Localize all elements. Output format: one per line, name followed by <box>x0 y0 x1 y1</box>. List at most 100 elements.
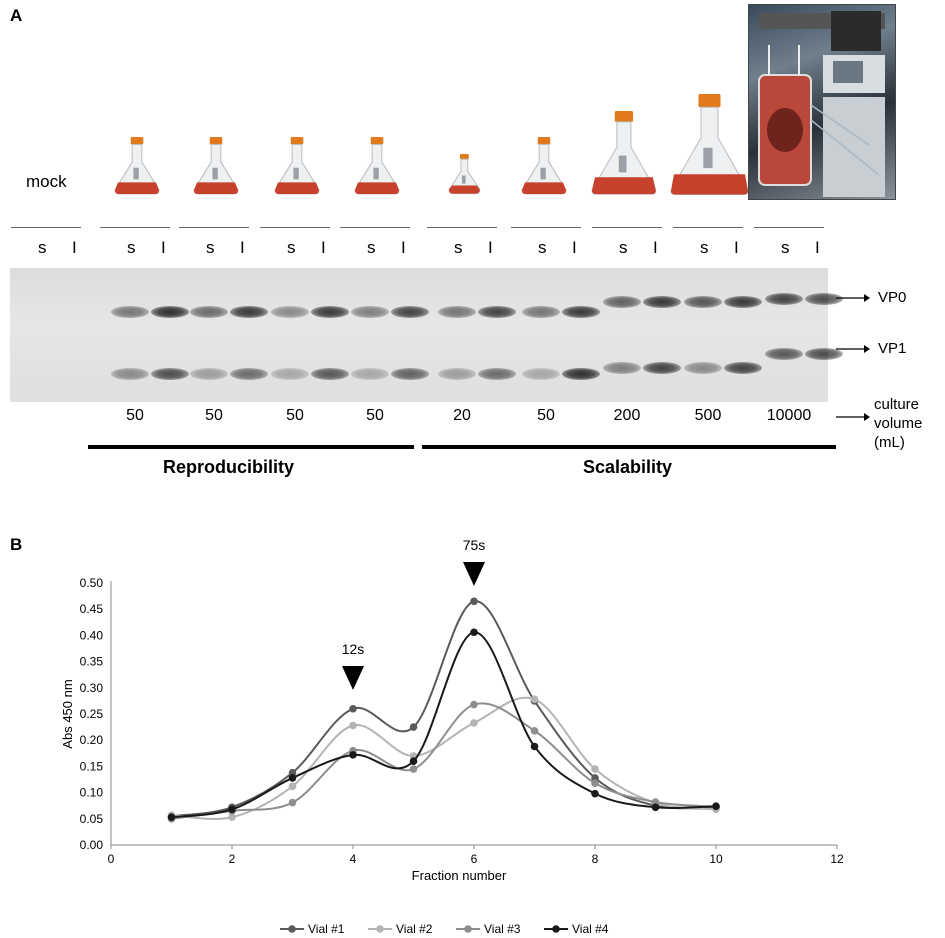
flask-icon <box>114 137 160 195</box>
western-blot <box>10 268 843 402</box>
culture-volume-value: 20 <box>453 407 471 424</box>
x-tick-label: 6 <box>471 852 478 866</box>
data-point <box>167 813 176 822</box>
blot-band <box>151 306 189 318</box>
y-axis-label: Abs 450 nm <box>60 679 75 748</box>
x-tick-label: 4 <box>350 852 357 866</box>
x-tick-label: 0 <box>108 852 115 866</box>
flask-icon <box>274 137 320 195</box>
blot-band <box>603 296 641 308</box>
reproducibility-bar <box>88 445 414 449</box>
lane-group-line <box>592 227 662 228</box>
blot-band <box>478 368 516 380</box>
data-point <box>288 782 297 791</box>
mock-label: mock <box>26 172 67 191</box>
lane-l-label: I <box>321 238 326 257</box>
x-tick-label: 8 <box>592 852 599 866</box>
data-point <box>591 789 599 798</box>
data-point <box>288 798 297 807</box>
blot-band <box>391 306 429 318</box>
panel-a-letter: A <box>10 6 23 25</box>
scalability-label: Scalability <box>583 457 673 477</box>
lane-l-label: I <box>653 238 658 257</box>
lane-s-label: s <box>454 238 463 257</box>
blot-band <box>684 296 722 308</box>
blot-band <box>643 296 681 308</box>
x-tick-label: 12 <box>830 852 844 866</box>
blot-band <box>111 368 149 380</box>
culture-volume-label: culture volume (mL) <box>874 395 922 452</box>
data-point <box>530 726 539 735</box>
blot-band <box>684 362 722 374</box>
blot-band <box>603 362 641 374</box>
blot-band <box>562 306 600 318</box>
data-point <box>409 757 418 765</box>
x-axis-label: Fraction number <box>412 868 507 883</box>
blot-band <box>151 368 189 380</box>
legend-label: Vial #3 <box>484 922 521 936</box>
lane-l-label: I <box>572 238 577 257</box>
lane-s-label: s <box>206 238 215 257</box>
blot-band <box>562 368 600 380</box>
y-tick-label: 0.20 <box>80 733 104 747</box>
culture-volume-label-line3: (mL) <box>874 434 905 451</box>
legend-swatch-dot <box>288 925 296 933</box>
blot-band <box>311 306 349 318</box>
lane-group-line <box>11 227 81 228</box>
data-point <box>228 813 236 822</box>
data-point <box>409 723 418 731</box>
lane-group-line <box>340 227 410 228</box>
lane-l-label: I <box>401 238 406 257</box>
panel-b-letter: B <box>10 535 23 554</box>
legend-label: Vial #2 <box>396 922 433 936</box>
blot-band <box>230 306 268 318</box>
legend-swatch-dot <box>552 925 560 933</box>
band-arrows <box>836 294 870 353</box>
flask-icon <box>354 137 400 195</box>
culture-volume-label-line2: volume <box>874 415 923 432</box>
y-tick-label: 0.30 <box>80 681 104 695</box>
culture-volume-value: 50 <box>205 407 223 424</box>
blot-band <box>805 348 843 360</box>
blot-band <box>724 296 762 308</box>
culture-volume-value: 50 <box>366 407 384 424</box>
blot-band <box>311 368 349 380</box>
scalability-bar <box>422 445 836 449</box>
culture-volume-label-line1: culture <box>874 396 920 413</box>
y-tick-label: 0.00 <box>80 838 104 852</box>
lane-group-line <box>260 227 330 228</box>
blot-band <box>765 293 803 305</box>
blot-band <box>522 306 560 318</box>
flask-icon <box>521 137 567 195</box>
blot-band <box>230 368 268 380</box>
legend-label: Vial #4 <box>572 922 609 936</box>
y-tick-label: 0.45 <box>80 602 104 616</box>
lane-group-line <box>673 227 743 228</box>
blot-band <box>271 368 309 380</box>
lane-s-label: s <box>781 238 790 257</box>
data-point <box>530 695 539 704</box>
bioreactor-photo <box>748 4 896 200</box>
volume-arrow <box>836 413 870 421</box>
lane-s-label: s <box>287 238 296 257</box>
legend-swatch-dot <box>376 925 384 933</box>
lane-s-label: s <box>38 238 47 257</box>
lane-l-label: I <box>815 238 820 257</box>
culture-volume-value: 500 <box>694 407 722 424</box>
bioreactor-illustration <box>758 11 885 197</box>
data-point <box>409 765 418 773</box>
lane-group-line <box>427 227 497 228</box>
blot-band <box>190 368 228 380</box>
data-point <box>288 768 297 777</box>
lane-l-label: I <box>240 238 245 257</box>
x-tick-label: 2 <box>229 852 236 866</box>
y-tick-label: 0.50 <box>80 576 104 590</box>
lane-l-label: I <box>734 238 739 257</box>
data-point <box>349 721 357 730</box>
culture-volume-value: 50 <box>286 407 304 424</box>
legend-label: Vial #1 <box>308 922 345 936</box>
flask-icon <box>669 93 749 195</box>
lane-s-label: s <box>700 238 709 257</box>
blot-band <box>438 306 476 318</box>
vp1-label: VP1 <box>878 340 907 357</box>
